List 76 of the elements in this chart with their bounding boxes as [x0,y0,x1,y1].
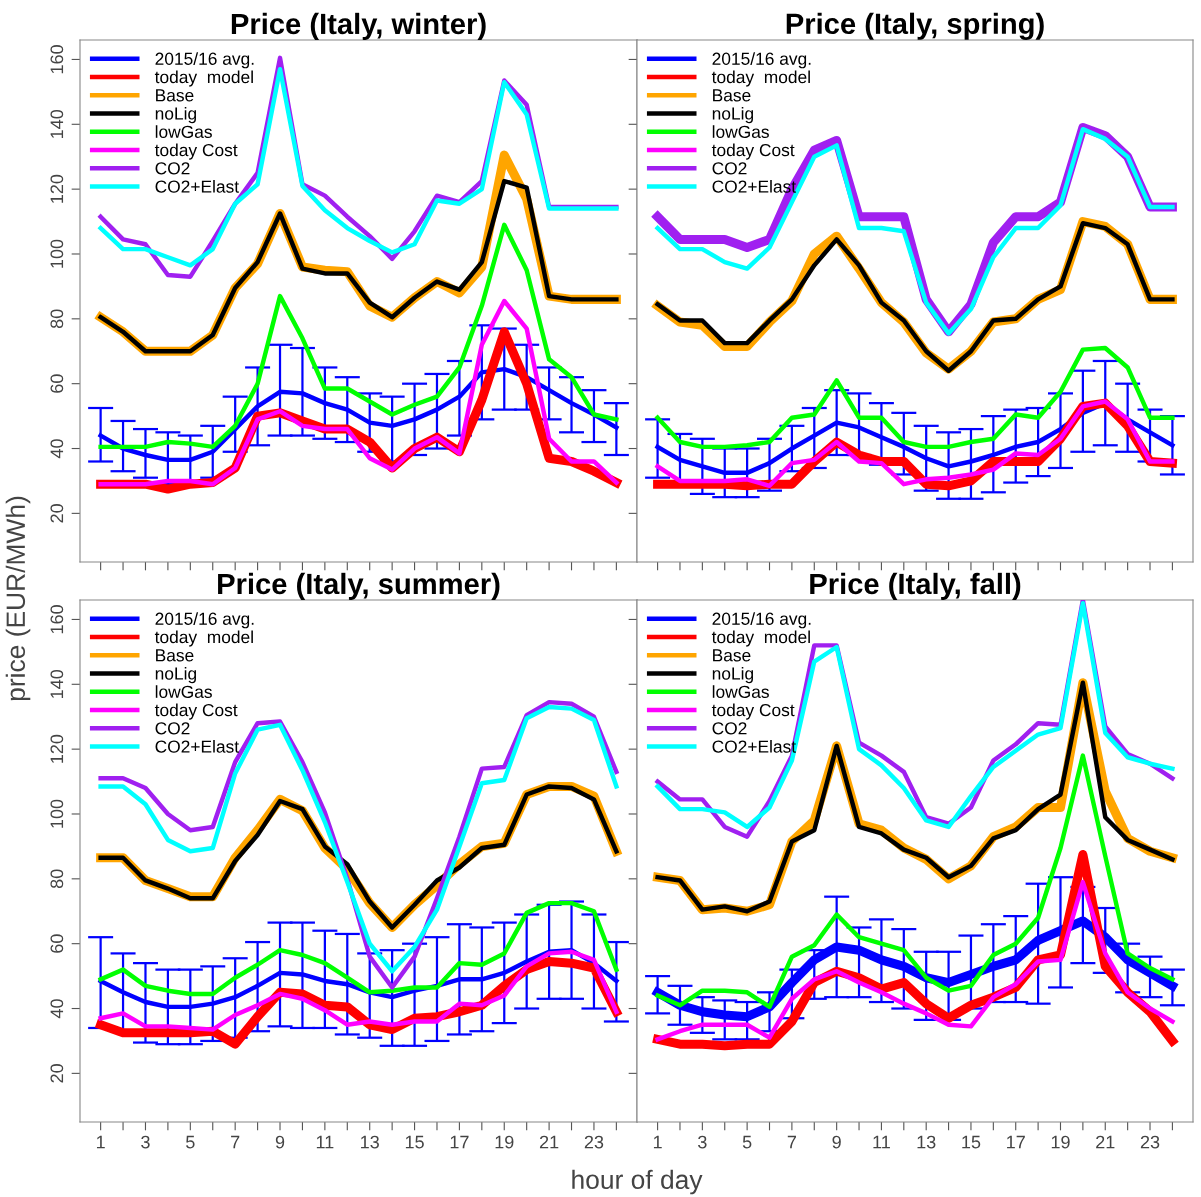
x-tick-label: 15 [962,1135,981,1149]
legend-label: Base [713,89,751,102]
legend-label: CO2 [712,162,747,175]
legend-label: lowGas [155,125,212,138]
x-tick-label: 11 [316,1135,334,1149]
legend-label: today model [711,70,810,87]
x-tick-label: 21 [1096,1135,1115,1149]
y-tick-label: 20 [50,1064,64,1083]
x-tick-label: 3 [141,1135,150,1149]
y-tick-label: 60 [50,934,64,953]
legend-label: lowGas [712,685,769,698]
legend-label: today Cost [711,143,795,160]
y-tick-label: 80 [50,869,64,889]
x-tick-label: 9 [832,1135,841,1149]
x-tick-label: 17 [450,1135,469,1149]
x-tick-label: 23 [584,1135,604,1149]
legend-label: CO2+Elast [155,180,239,193]
x-tick-label: 13 [917,1135,936,1149]
legend-label: noLig [712,106,754,124]
legend-label: 2015/16 avg. [712,52,811,69]
x-tick-label: 7 [231,1135,240,1149]
legend-label: today model [154,70,253,87]
y-tick-label: 160 [50,605,64,634]
x-tick-label: 15 [405,1135,424,1149]
x-tick-label: 1 [96,1135,105,1149]
y-tick-label: 120 [50,174,64,203]
y-tick-label: 40 [50,999,64,1019]
y-tick-label: 100 [50,239,64,268]
legend-label: today Cost [711,703,795,720]
x-tick-label: 9 [275,1135,285,1149]
y-tick-label: 120 [50,734,64,763]
legend-label: noLig [155,666,197,684]
legend-label: today model [711,630,810,647]
chart-title: Price (Italy, fall) [810,572,1021,600]
legend-label: 2015/16 avg. [712,612,811,629]
x-tick-label: 17 [1007,1135,1025,1149]
x-tick-label: 3 [698,1135,707,1149]
legend-label: lowGas [712,125,769,138]
y-tick-label: 40 [50,439,64,459]
legend-label: Base [713,649,751,662]
y-tick-label: 80 [50,309,64,329]
y-tick-label: 140 [50,109,64,138]
legend-label: 2015/16 avg. [155,612,254,629]
x-tick-label: 1 [653,1135,662,1149]
x-tick-label: 19 [495,1135,514,1149]
chart-title: Price (Italy, spring) [786,12,1044,40]
legend-label: today model [154,630,253,647]
legend-label: Base [156,89,194,102]
x-tick-label: 7 [787,1135,797,1149]
x-axis-title: hour of day [572,1169,703,1195]
legend-label: CO2+Elast [155,740,239,753]
y-tick-label: 60 [50,374,64,393]
legend-label: 2015/16 avg. [155,52,254,69]
x-tick-label: 19 [1051,1135,1070,1149]
x-tick-label: 5 [742,1135,752,1149]
chart-title: Price (Italy, winter) [231,12,486,40]
legend-label: today Cost [154,143,238,160]
chart-title: Price (Italy, summer) [218,572,500,600]
y-tick-label: 140 [50,669,64,698]
x-tick-label: 13 [361,1135,379,1149]
x-tick-label: 11 [873,1135,890,1149]
legend-label: today Cost [154,703,238,720]
legend-label: noLig [712,666,754,684]
y-tick-label: 20 [50,504,64,523]
y-tick-label: 160 [50,45,64,74]
legend-label: noLig [155,106,197,124]
x-tick-label: 23 [1140,1135,1160,1149]
legend-label: CO2 [155,162,190,175]
legend-label: CO2 [712,722,747,735]
x-tick-label: 21 [539,1135,559,1149]
y-tick-label: 100 [50,799,64,828]
legend-label: CO2 [155,722,190,735]
legend-label: Base [156,649,194,662]
y-axis-title: price (EUR/MWh) [5,496,31,701]
legend-label: lowGas [155,685,212,698]
x-tick-label: 5 [186,1135,195,1149]
